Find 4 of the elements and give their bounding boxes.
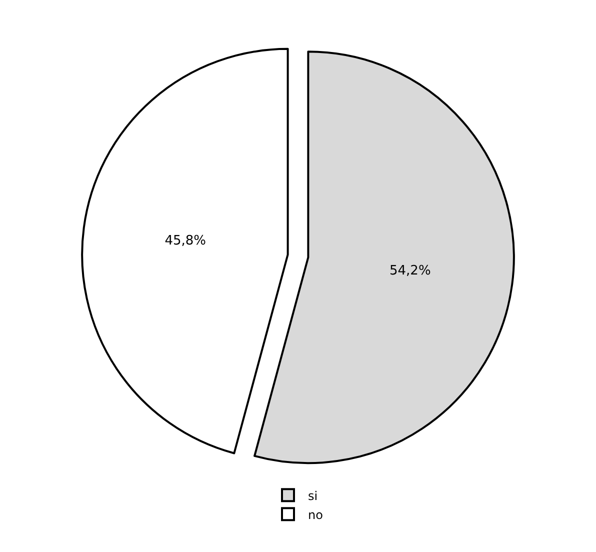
data-label: 54,2% <box>390 263 431 278</box>
legend-label: no <box>308 508 323 522</box>
legend-label: si <box>308 488 318 503</box>
data-label: 45,8% <box>164 234 206 249</box>
